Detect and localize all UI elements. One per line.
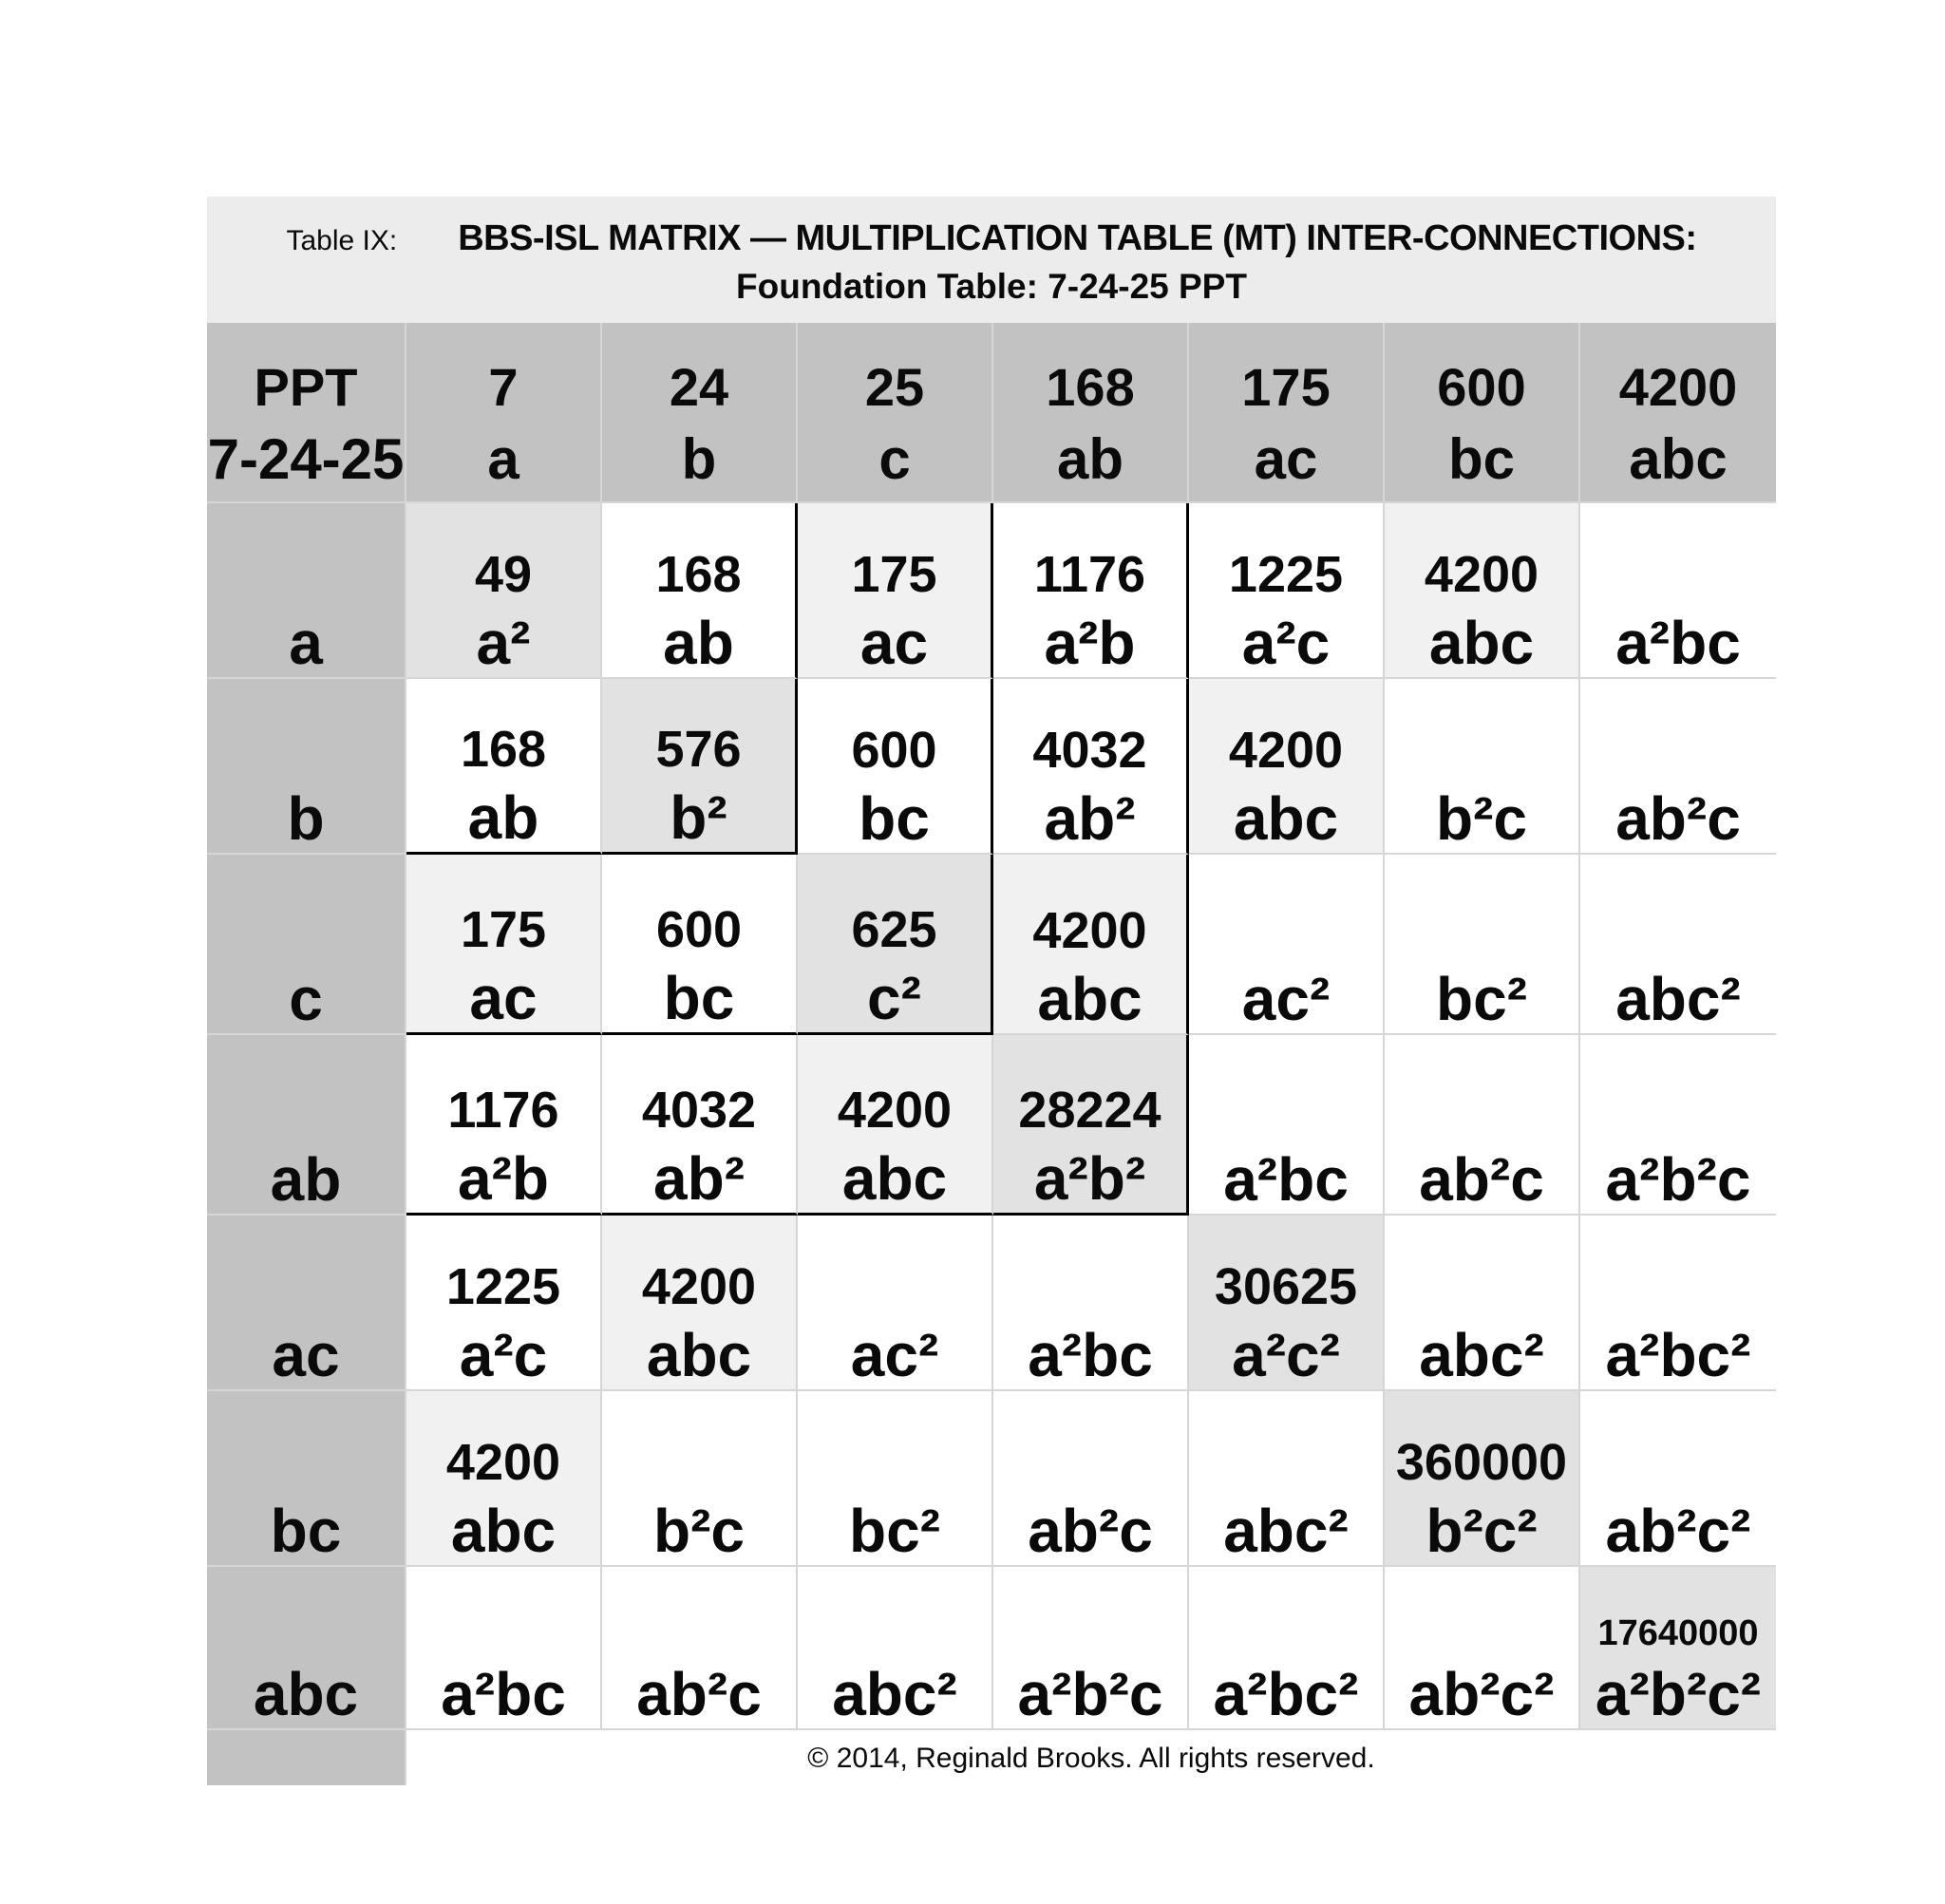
col-header-value: 168	[1046, 356, 1135, 417]
col-header-value: 24	[669, 356, 729, 417]
col-header-term: b	[681, 427, 717, 491]
col-header-term: ab	[1056, 427, 1124, 491]
footer: © 2014, Reginald Brooks. All rights rese…	[406, 1730, 1776, 1785]
cell-abc-ab: a²b²c	[993, 1567, 1189, 1730]
row-header-bc: bc	[207, 1391, 406, 1567]
cell-abc-abc: 17640000 a²b²c²	[1580, 1567, 1776, 1730]
col-header-term: a	[487, 427, 519, 491]
cell-bc-a: 4200 abc	[406, 1391, 602, 1567]
cell-bc-abc: ab²c²	[1580, 1391, 1776, 1567]
cell-b-ab: 4032 ab²	[993, 679, 1189, 855]
cell-a-bc: 4200 abc	[1385, 503, 1580, 679]
cell-ab-c: 4200 abc	[798, 1035, 993, 1216]
cell-a-abc: a²bc	[1580, 503, 1776, 679]
cell-ac-c: ac²	[798, 1216, 993, 1391]
row-header-a: a	[207, 503, 406, 679]
row-header-c: c	[207, 855, 406, 1035]
table-title: BBS-ISL MATRIX — MULTIPLICATION TABLE (M…	[458, 218, 1697, 258]
cell-c-c: 625 c²	[798, 855, 993, 1035]
cell-abc-b: ab²c	[602, 1567, 798, 1730]
row-header-ab: ab	[207, 1035, 406, 1216]
cell-bc-bc: 360000 b²c²	[1385, 1391, 1580, 1567]
cell-abc-ac: a²bc²	[1189, 1567, 1385, 1730]
cell-ac-ac: 30625 a²c²	[1189, 1216, 1385, 1391]
cell-c-b: 600 bc	[602, 855, 798, 1035]
cell-ab-ab: 28224 a²b²	[993, 1035, 1189, 1216]
cell-c-ac: ac²	[1189, 855, 1385, 1035]
col-header-ac: 175 ac	[1189, 323, 1385, 503]
cell-ab-bc: ab²c	[1385, 1035, 1580, 1216]
footer-row-header	[207, 1730, 406, 1785]
col-header-term: bc	[1447, 427, 1516, 491]
col-header-value: 175	[1241, 356, 1331, 417]
cell-a-b: 168 ab	[602, 503, 798, 679]
cell-ab-abc: a²b²c	[1580, 1035, 1776, 1216]
cell-b-c: 600 bc	[798, 679, 993, 855]
title-row: Table IX: BBS-ISL MATRIX — MULTIPLICATIO…	[207, 218, 1776, 259]
corner-term: 7-24-25	[207, 427, 405, 491]
cell-bc-ac: abc²	[1189, 1391, 1385, 1567]
row-header-ac: ac	[207, 1216, 406, 1391]
col-header-ab: 168 ab	[993, 323, 1189, 503]
row-header-abc: abc	[207, 1567, 406, 1730]
multiplication-table: Table IX: BBS-ISL MATRIX — MULTIPLICATIO…	[207, 197, 1776, 1785]
cell-b-b: 576 b²	[602, 679, 798, 855]
cell-b-abc: ab²c	[1580, 679, 1776, 855]
cell-ac-a: 1225 a²c	[406, 1216, 602, 1391]
table-number-label: Table IX:	[286, 225, 398, 256]
cell-abc-bc: ab²c²	[1385, 1567, 1580, 1730]
cell-a-c: 175 ac	[798, 503, 993, 679]
col-header-b: 24 b	[602, 323, 798, 503]
cell-ab-a: 1176 a²b	[406, 1035, 602, 1216]
cell-c-ab: 4200 abc	[993, 855, 1189, 1035]
cell-bc-ab: ab²c	[993, 1391, 1189, 1567]
col-header-term: c	[878, 427, 911, 491]
corner-header: PPT 7-24-25	[207, 323, 406, 503]
col-header-bc: 600 bc	[1385, 323, 1580, 503]
cell-c-abc: abc²	[1580, 855, 1776, 1035]
col-header-value: 7	[488, 356, 519, 417]
cell-bc-b: b²c	[602, 1391, 798, 1567]
copyright-text: © 2014, Reginald Brooks. All rights rese…	[807, 1743, 1375, 1774]
col-header-abc: 4200 abc	[1580, 323, 1776, 503]
table-subtitle: Foundation Table: 7-24-25 PPT	[736, 267, 1247, 306]
cell-ab-b: 4032 ab²	[602, 1035, 798, 1216]
col-header-value: 25	[864, 356, 925, 417]
cell-a-a: 49 a²	[406, 503, 602, 679]
cell-ac-ab: a²bc	[993, 1216, 1189, 1391]
cell-c-a: 175 ac	[406, 855, 602, 1035]
table-title-band: Table IX: BBS-ISL MATRIX — MULTIPLICATIO…	[207, 197, 1776, 323]
cell-a-ac: 1225 a²c	[1189, 503, 1385, 679]
col-header-a: 7 a	[406, 323, 602, 503]
col-header-value: 600	[1437, 356, 1526, 417]
col-header-term: ac	[1254, 427, 1318, 491]
corner-value: PPT	[254, 356, 358, 417]
cell-c-bc: bc²	[1385, 855, 1580, 1035]
cell-b-ac: 4200 abc	[1189, 679, 1385, 855]
col-header-term: abc	[1629, 427, 1728, 491]
row-header-b: b	[207, 679, 406, 855]
cell-ac-abc: a²bc²	[1580, 1216, 1776, 1391]
cell-a-ab: 1176 a²b	[993, 503, 1189, 679]
cell-abc-a: a²bc	[406, 1567, 602, 1730]
cell-bc-c: bc²	[798, 1391, 993, 1567]
cell-ab-ac: a²bc	[1189, 1035, 1385, 1216]
col-header-value: 4200	[1618, 356, 1738, 417]
matrix-grid: PPT 7-24-25 7 a 24 b 25 c 168 ab 175 ac	[207, 323, 1776, 1785]
cell-b-a: 168 ab	[406, 679, 602, 855]
col-header-c: 25 c	[798, 323, 993, 503]
cell-ac-b: 4200 abc	[602, 1216, 798, 1391]
cell-ac-bc: abc²	[1385, 1216, 1580, 1391]
cell-b-bc: b²c	[1385, 679, 1580, 855]
cell-abc-c: abc²	[798, 1567, 993, 1730]
